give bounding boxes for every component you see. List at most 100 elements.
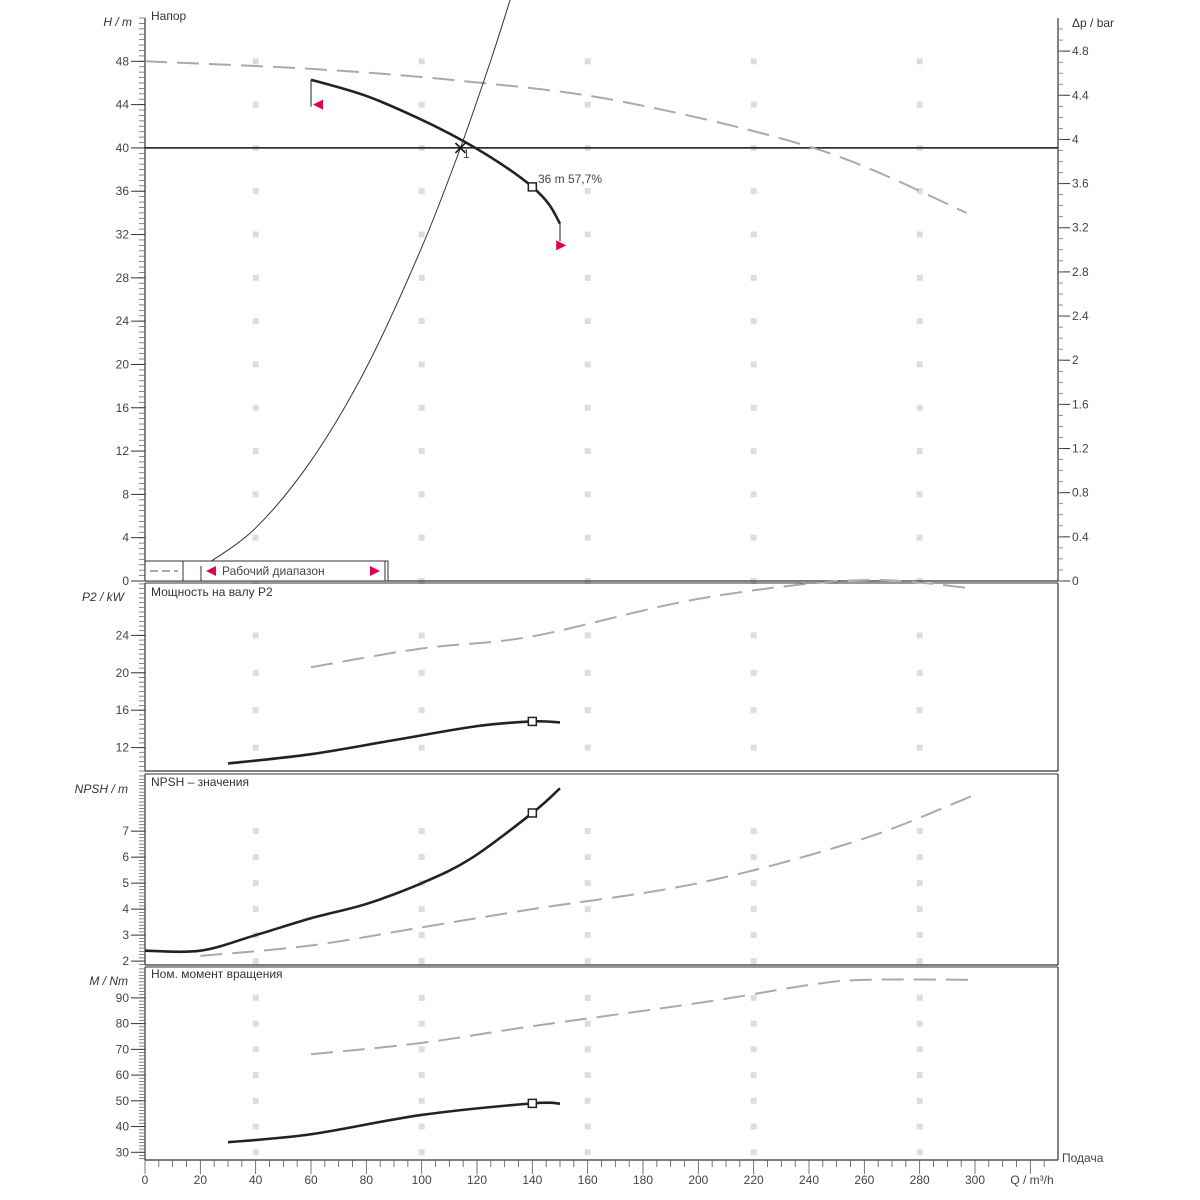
grid-mark [916, 744, 923, 751]
grid-mark [418, 188, 425, 195]
y-tick-label: 12 [116, 444, 130, 458]
grid-mark [750, 854, 757, 861]
grid-mark [584, 632, 591, 639]
y2-tick-label: 4 [1072, 132, 1079, 146]
grid-mark [418, 318, 425, 325]
y2-axis-label-pressure: Δp / bar [1072, 16, 1114, 30]
y-tick-label: 80 [116, 1017, 130, 1031]
grid-mark [584, 880, 591, 887]
grid-mark [750, 1072, 757, 1079]
grid-mark [916, 707, 923, 714]
grid-mark [418, 707, 425, 714]
grid-mark [750, 274, 757, 281]
grid-mark [252, 958, 259, 965]
grid-mark [418, 854, 425, 861]
y-tick-label: 5 [122, 876, 129, 890]
y2-tick-label: 0.4 [1072, 530, 1089, 544]
y-tick-label: 24 [116, 628, 130, 642]
y-tick-label: 4 [122, 531, 129, 545]
panel-title-npsh: NPSH – значения [151, 775, 249, 789]
grid-mark [418, 231, 425, 238]
grid-mark [916, 958, 923, 965]
duty-point-marker [527, 182, 538, 192]
grid-mark [418, 448, 425, 455]
grid-mark [584, 534, 591, 541]
grid-mark [252, 828, 259, 835]
grid-mark [418, 491, 425, 498]
series-line-solid-thick [227, 719, 561, 765]
legend-marker-right [370, 566, 380, 576]
y-tick-label: 24 [116, 314, 130, 328]
operating-point-marker [527, 808, 538, 818]
grid-mark [750, 744, 757, 751]
grid-mark [750, 707, 757, 714]
grid-mark [916, 1020, 923, 1027]
operating-point-marker [527, 1098, 538, 1109]
grid-mark [584, 274, 591, 281]
y2-tick-label: 1.6 [1072, 397, 1089, 411]
grid-mark [584, 707, 591, 714]
grid-mark [584, 958, 591, 965]
panel-title-head: Напор [151, 9, 187, 23]
y-axis-label-torque: M / Nm [89, 974, 128, 988]
grid-mark [418, 1072, 425, 1079]
grid-mark [750, 404, 757, 411]
grid-mark [252, 404, 259, 411]
grid-mark [584, 404, 591, 411]
series-line-dashed-grey [310, 578, 976, 669]
grid-mark [916, 1046, 923, 1053]
y-tick-label: 90 [116, 991, 130, 1005]
y-tick-label: 70 [116, 1042, 130, 1056]
grid-mark [418, 1020, 425, 1027]
grid-mark [418, 1097, 425, 1104]
grid-mark [252, 632, 259, 639]
grid-mark [252, 880, 259, 887]
grid-mark [584, 448, 591, 455]
y2-tick-label: 0 [1072, 574, 1079, 588]
grid-mark [750, 1046, 757, 1053]
y-tick-label: 30 [116, 1145, 130, 1159]
grid-mark [584, 906, 591, 913]
y-tick-label: 50 [116, 1094, 130, 1108]
grid-mark [252, 707, 259, 714]
grid-mark [584, 58, 591, 65]
y-tick-label: 4 [122, 902, 129, 916]
grid-mark [916, 1097, 923, 1104]
grid-mark [750, 1123, 757, 1130]
x-tick-label: 20 [194, 1173, 208, 1187]
grid-mark [750, 1097, 757, 1104]
series-line-thin-system [205, 0, 511, 566]
grid-mark [252, 188, 259, 195]
y-axis-label-npsh: NPSH / m [75, 782, 128, 796]
grid-mark [252, 361, 259, 368]
grid-mark [750, 318, 757, 325]
axes: 0481216202428323640444812162024234567304… [116, 17, 1089, 1187]
x-tick-label: 60 [304, 1173, 318, 1187]
grid-mark [418, 58, 425, 65]
grid-mark [750, 188, 757, 195]
grid-mark [584, 994, 591, 1001]
grid-mark [418, 1149, 425, 1156]
y2-tick-label: 3.2 [1072, 221, 1089, 235]
grid-mark [584, 1097, 591, 1104]
grid-mark [584, 828, 591, 835]
panel-title-torque: Ном. момент вращения [151, 967, 283, 981]
y-tick-label: 16 [116, 703, 130, 717]
grid-mark [252, 1072, 259, 1079]
y2-tick-label: 4.4 [1072, 88, 1089, 102]
legend-label: Рабочий диапазон [222, 564, 325, 578]
y-tick-label: 2 [122, 954, 129, 968]
grid-mark [916, 906, 923, 913]
grid-mark [750, 58, 757, 65]
grid-mark [916, 448, 923, 455]
grid-mark [252, 1046, 259, 1053]
x-tick-label: 260 [854, 1173, 874, 1187]
grid-mark [584, 932, 591, 939]
x-tick-label: 160 [578, 1173, 598, 1187]
y-axis-label-head: H / m [103, 15, 132, 29]
y2-tick-label: 3.6 [1072, 177, 1089, 191]
y-tick-label: 7 [122, 824, 129, 838]
grid-mark [750, 828, 757, 835]
grid-mark [418, 632, 425, 639]
